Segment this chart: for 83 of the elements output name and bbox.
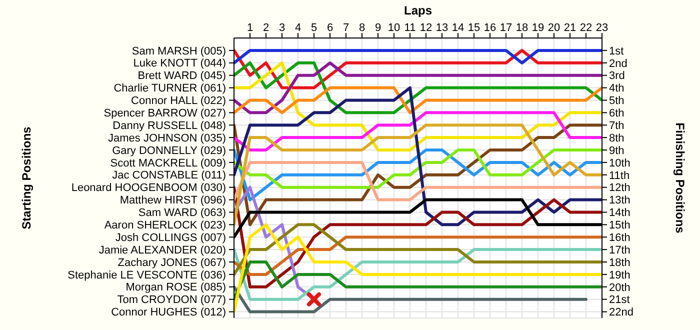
y-tick-label: 16th	[609, 232, 630, 244]
x-tick-label: 13	[436, 22, 448, 34]
x-axis-title: Laps	[404, 4, 432, 18]
text: Jamie ALEXANDER (020)	[98, 244, 226, 256]
y-tick-label: 18th	[609, 256, 630, 269]
y-tick-label: 20th	[609, 282, 630, 294]
text: Matthew HIRST (096)	[120, 194, 226, 207]
y-tick-label: 5th	[609, 95, 624, 108]
y-tick-label: 13th	[609, 194, 630, 207]
x-tick-label: 4	[294, 22, 302, 34]
text: Connor HUGHES (012)	[111, 306, 226, 319]
x-tick-label: 23	[596, 22, 608, 34]
y-tick-label: 8th	[609, 132, 624, 144]
text: Jac CONSTABLE (011)	[112, 170, 226, 182]
text: Aaron SHERLOCK (023)	[104, 220, 226, 232]
y-tick-label: 14th	[609, 207, 630, 220]
x-tick-label: 6	[326, 22, 334, 34]
text: Starting Positions	[19, 126, 34, 230]
line-series	[234, 260, 602, 301]
x-tick-label: 15	[468, 22, 480, 34]
y-tick-label: 12th	[609, 182, 630, 194]
x-tick-label: 3	[278, 22, 286, 34]
line-series	[234, 61, 602, 152]
x-tick-label: 8	[358, 22, 366, 34]
y-axis-title: Finishing Positions	[672, 122, 687, 234]
text: Connor HALL (022)	[131, 95, 226, 108]
text: Gary DONNELLY (029)	[112, 144, 226, 157]
x-tick-label: 1	[246, 22, 254, 34]
y-tick-label: 17th	[609, 244, 630, 256]
y-tick-label: 3rd	[609, 70, 625, 82]
x-tick-label: 9	[374, 22, 382, 34]
text: Scott MACKRELL (009)	[110, 157, 226, 170]
x-tick-label: 21	[564, 22, 576, 34]
x-tick-label: 12	[420, 22, 432, 34]
line-series	[234, 186, 602, 288]
x-tick-label: 2	[262, 22, 270, 34]
line-series	[234, 148, 602, 202]
x-tick-label: 18	[516, 22, 528, 34]
line-series	[234, 223, 602, 276]
text: Danny RUSSELL (048)	[112, 120, 226, 132]
text: Luke KNOTT (044)	[133, 58, 226, 70]
x-tick-label: 11	[404, 22, 416, 34]
y-tick-label: 9th	[609, 144, 624, 157]
y-tick-label: 1st	[609, 45, 624, 58]
line-series	[234, 248, 602, 301]
text: Spencer BARROW (027)	[104, 108, 226, 120]
y-tick-label: 21st	[609, 294, 630, 306]
line-series	[234, 223, 602, 314]
x-tick-label: 20	[548, 22, 560, 34]
x-tick-label: 22	[580, 22, 592, 34]
line-series	[234, 86, 602, 226]
text: Sam MARSH (005)	[132, 45, 226, 58]
y-tick-label: 4th	[609, 82, 624, 95]
text: Morgan ROSE (085)	[126, 282, 226, 294]
line-series	[234, 111, 602, 152]
x-tick-label: 7	[342, 22, 350, 34]
text: Leonard HOOGENBOOM (030)	[71, 182, 226, 194]
text: Sam WARD (063)	[138, 207, 226, 220]
line-series	[234, 236, 602, 276]
y-tick-label: 19th	[609, 269, 630, 282]
line-series	[234, 61, 602, 114]
y-tick-label: 11th	[609, 170, 630, 182]
x-tick-label: 14	[452, 22, 464, 34]
y-tick-label: 15th	[609, 220, 630, 232]
x-tick-label: 17	[500, 22, 512, 34]
y-tick-label: 22nd	[609, 306, 634, 319]
text: Zachary JONES (067)	[118, 256, 226, 269]
text: James JOHNSON (035)	[108, 132, 226, 144]
text: Stephanie LE VESCONTE (036)	[68, 269, 226, 282]
text: Charlie TURNER (061)	[114, 82, 226, 95]
x-tick-label: 5	[310, 22, 318, 34]
x-tick-label: 16	[484, 22, 496, 34]
text: Tom CROYDON (077)	[117, 294, 226, 306]
y-tick-label: 2nd	[609, 58, 628, 70]
line-series	[234, 48, 602, 90]
text: Josh COLLINGS (007)	[115, 232, 226, 244]
y-tick-label: 10th	[609, 157, 630, 170]
y-tick-label: 7th	[609, 120, 624, 132]
line-series	[234, 148, 602, 189]
text: Brett WARD (045)	[138, 70, 226, 82]
x-tick-label: 19	[532, 22, 544, 34]
x-tick-label: 10	[388, 22, 400, 34]
y-tick-label: 6th	[609, 108, 624, 120]
